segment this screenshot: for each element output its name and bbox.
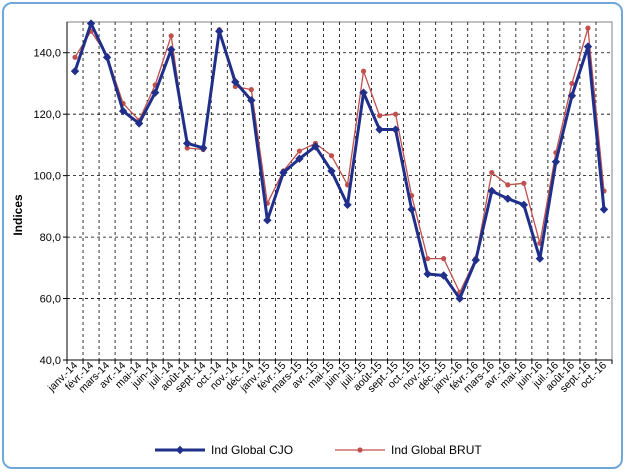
data-point-brut (585, 25, 591, 31)
data-point-brut (376, 113, 383, 119)
data-point-cjo (375, 125, 384, 134)
y-tick-label: 40,0 (40, 355, 61, 367)
data-point-cjo (134, 119, 144, 128)
data-point-cjo (439, 271, 448, 280)
grid-layer (66, 21, 613, 361)
legend-label-cjo: Ind Global CJO (211, 443, 293, 457)
legend-label-brut: Ind Global BRUT (391, 443, 482, 457)
data-point-brut (184, 145, 190, 151)
data-point-cjo (70, 66, 80, 76)
data-point-cjo (311, 142, 320, 151)
data-point-cjo (567, 91, 577, 100)
data-point-cjo (279, 168, 288, 177)
legend: Ind Global CJO Ind Global BRUT (155, 443, 482, 457)
y-tick-label: 100,0 (33, 171, 61, 183)
data-point-cjo (118, 106, 128, 116)
data-point-cjo (583, 42, 593, 51)
data-point-brut (505, 182, 511, 188)
legend-marker-diamond (175, 445, 185, 455)
data-point-cjo (166, 45, 176, 54)
data-point-cjo (407, 205, 416, 214)
chart-frame (2, 2, 623, 469)
data-point-cjo (599, 205, 609, 214)
data-point-cjo (86, 19, 96, 28)
data-point-cjo (471, 255, 480, 265)
data-point-brut (393, 111, 399, 117)
data-point-cjo (183, 139, 192, 148)
data-point-cjo (231, 77, 240, 87)
data-point-cjo (455, 294, 464, 303)
data-point-cjo (423, 269, 432, 279)
x-axis: janv.-14févr.-14mars-14avr.-14mai-14juin… (45, 359, 613, 395)
data-point-cjo (295, 154, 304, 163)
data-point-cjo (535, 254, 545, 263)
data-point-cjo (551, 157, 561, 167)
data-point-brut (521, 180, 527, 186)
y-tick-label: 120,0 (33, 109, 61, 121)
series-line-cjo (73, 22, 606, 301)
data-point-brut (248, 87, 254, 93)
data-point-cjo (503, 194, 513, 203)
data-point-cjo (359, 88, 368, 97)
data-point-cjo (263, 215, 272, 225)
data-point-cjo (102, 53, 112, 62)
data-point-brut (72, 54, 78, 60)
data-point-cjo (391, 125, 400, 134)
y-tick-label: 80,0 (40, 232, 61, 244)
y-axis-label: Indices (11, 194, 25, 236)
data-point-brut (168, 33, 174, 39)
y-axis: 40,0 60,0 80,0 100,0 120,0 140,0 (33, 22, 68, 367)
data-point-brut (441, 256, 447, 262)
data-point-cjo (247, 96, 256, 105)
data-point-brut (569, 80, 575, 87)
data-point-cjo (327, 166, 336, 176)
data-point-cjo (487, 186, 496, 196)
data-point-cjo (519, 200, 529, 210)
data-point-brut (489, 169, 495, 176)
data-point-brut (296, 148, 303, 154)
data-point-brut (360, 68, 367, 74)
series-layer (70, 19, 609, 303)
data-point-brut (328, 153, 335, 159)
data-point-brut (425, 256, 431, 262)
y-tick-label: 140,0 (33, 48, 61, 60)
series-line-brut (74, 27, 605, 294)
data-point-cjo (215, 27, 224, 36)
y-tick-label: 60,0 (40, 294, 61, 306)
data-point-cjo (343, 200, 352, 210)
legend-marker-circle (357, 447, 363, 453)
data-point-cjo (150, 88, 160, 97)
data-point-cjo (199, 143, 208, 153)
